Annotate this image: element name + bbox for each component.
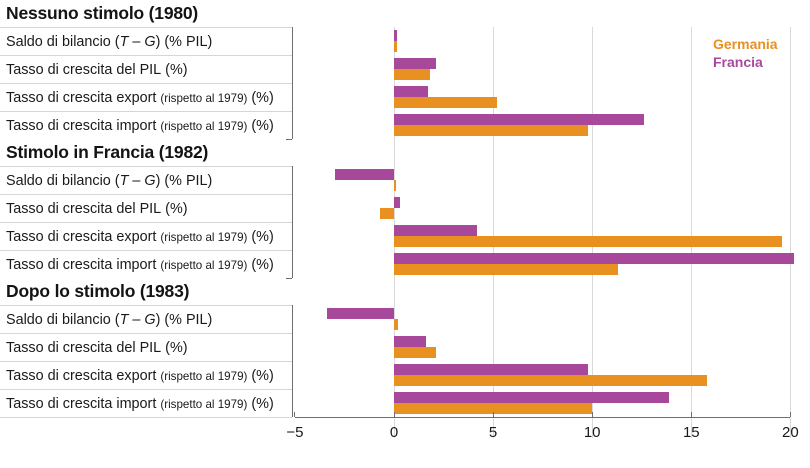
x-axis-tick xyxy=(393,412,395,417)
bar-germania xyxy=(394,347,436,358)
row-label: Tasso di crescita del PIL (%) xyxy=(6,62,188,78)
row-separator xyxy=(0,194,292,195)
row-separator xyxy=(0,417,292,418)
y-axis-spine xyxy=(292,166,293,278)
row-label: Tasso di crescita import (rispetto al 19… xyxy=(6,257,274,273)
x-axis-tick-label: 5 xyxy=(488,424,498,441)
gridline xyxy=(591,27,593,438)
bar-francia xyxy=(394,336,426,347)
x-axis-tick-label: 0 xyxy=(389,424,399,441)
x-axis-tick-label: 15 xyxy=(682,424,700,441)
x-axis-tick xyxy=(492,412,494,417)
legend-item-germania: Germania xyxy=(713,36,778,52)
bar-francia xyxy=(394,197,400,208)
y-axis-tick xyxy=(286,278,292,279)
row-separator xyxy=(0,166,292,167)
row-label: Saldo di bilancio (T – G) (% PIL) xyxy=(6,173,213,189)
y-axis-spine xyxy=(292,305,293,417)
bar-francia xyxy=(394,253,795,264)
bar-francia xyxy=(394,364,589,375)
x-axis-tick-label: 20 xyxy=(782,424,799,441)
row-label: Tasso di crescita export (rispetto al 19… xyxy=(6,368,274,384)
row-label: Saldo di bilancio (T – G) (% PIL) xyxy=(6,34,213,50)
legend-item-francia: Francia xyxy=(713,54,763,70)
bar-francia xyxy=(394,225,478,236)
gridline xyxy=(492,27,494,438)
row-separator xyxy=(0,333,292,334)
row-separator xyxy=(0,83,292,84)
row-label: Tasso di crescita import (rispetto al 19… xyxy=(6,118,274,134)
bar-francia xyxy=(394,30,397,41)
bar-germania xyxy=(394,41,397,52)
y-axis-spine xyxy=(292,27,293,139)
bar-germania xyxy=(394,180,396,191)
section-title-2: Stimolo in Francia (1982) xyxy=(6,142,209,162)
bar-francia xyxy=(394,58,436,69)
row-separator xyxy=(0,361,292,362)
row-label: Tasso di crescita import (rispetto al 19… xyxy=(6,396,274,412)
section-title-3: Dopo lo stimolo (1983) xyxy=(6,281,190,301)
bar-germania xyxy=(394,319,398,330)
row-separator xyxy=(0,305,292,306)
bar-germania xyxy=(394,403,593,414)
bar-francia xyxy=(394,86,428,97)
bar-francia xyxy=(334,169,394,180)
x-axis-tick-label: 10 xyxy=(583,424,601,441)
x-axis-tick-label: −5 xyxy=(286,424,304,441)
bar-francia xyxy=(326,308,394,319)
row-label: Tasso di crescita export (rispetto al 19… xyxy=(6,229,274,245)
x-axis-tick xyxy=(294,412,296,417)
bar-germania xyxy=(394,97,498,108)
x-axis-tick xyxy=(789,412,791,417)
bar-germania xyxy=(394,375,708,386)
row-separator xyxy=(0,111,292,112)
bar-germania xyxy=(394,264,618,275)
row-label: Tasso di crescita del PIL (%) xyxy=(6,340,188,356)
x-axis-line xyxy=(294,417,791,418)
section-title-1: Nessuno stimolo (1980) xyxy=(6,3,199,23)
row-separator xyxy=(0,222,292,223)
row-separator xyxy=(0,250,292,251)
row-separator xyxy=(0,389,292,390)
gridline xyxy=(690,27,692,438)
bar-germania xyxy=(380,208,394,219)
gridline xyxy=(789,27,791,438)
row-separator xyxy=(0,27,292,28)
bar-germania xyxy=(394,236,783,247)
bar-germania xyxy=(394,125,589,136)
row-label: Tasso di crescita export (rispetto al 19… xyxy=(6,90,274,106)
row-label: Saldo di bilancio (T – G) (% PIL) xyxy=(6,312,213,328)
x-axis-tick xyxy=(690,412,692,417)
y-axis-tick xyxy=(286,139,292,140)
row-separator xyxy=(0,55,292,56)
row-label: Tasso di crescita del PIL (%) xyxy=(6,201,188,217)
bar-francia xyxy=(394,114,644,125)
bar-francia xyxy=(394,392,670,403)
x-axis-tick xyxy=(591,412,593,417)
bar-germania xyxy=(394,69,430,80)
